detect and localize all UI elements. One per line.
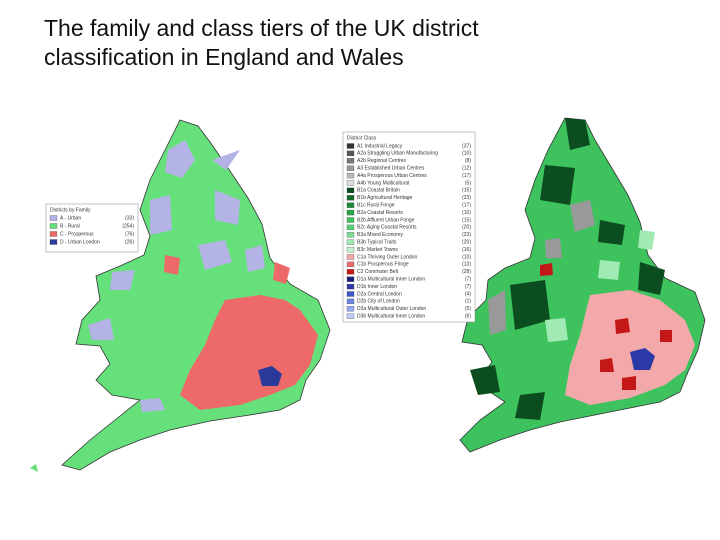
legend-swatch <box>346 298 355 305</box>
legend-title: District Class <box>347 135 377 141</box>
legend-swatch <box>346 291 355 297</box>
legend-count: (4) <box>465 291 471 297</box>
legend-swatch <box>49 215 58 221</box>
legend-count: (28) <box>462 269 471 275</box>
legend-count: (7) <box>465 284 471 290</box>
legend-count: (15) <box>462 217 471 223</box>
legend-label: A - Urban <box>60 215 81 221</box>
legend-swatch <box>346 283 355 290</box>
legend-label: D3b Multicultural Inner London <box>357 314 425 320</box>
legend-swatch <box>346 172 355 179</box>
legend-title: Districts by Family <box>50 207 91 213</box>
class-legend: District Class A1 Industrial Legacy (37) A2… <box>342 131 476 323</box>
legend-label: D3a Multicultural Outer London <box>357 306 426 312</box>
legend-swatch <box>346 276 355 282</box>
legend-label: A2a Struggling Urban Manufacturing <box>357 151 438 157</box>
legend-label: C - Prosperous <box>60 231 94 237</box>
legend-count: (10) <box>462 210 471 216</box>
legend-count: (33) <box>125 215 134 221</box>
legend-swatch <box>346 195 355 201</box>
legend-count: (10) <box>462 151 471 157</box>
legend-count: (5) <box>465 306 471 312</box>
legend-swatch <box>49 239 58 245</box>
legend-swatch <box>346 158 355 164</box>
slide-title: The family and class tiers of the UK dis… <box>44 15 479 70</box>
legend-label: A4b Young Multicultural <box>357 180 409 186</box>
legend-swatch <box>49 231 58 237</box>
legend-count: (13) <box>462 262 471 268</box>
legend-label: A3 Established Urban Centres <box>357 166 425 172</box>
legend-swatch <box>346 180 355 186</box>
legend-label: D1b Inner London <box>357 284 397 290</box>
legend-label: A4a Prosperous Urban Centres <box>357 173 427 179</box>
family-map <box>30 119 331 472</box>
legend-swatch <box>346 165 355 171</box>
legend-label: A1 Industrial Legacy <box>357 143 403 149</box>
legend-count: (15) <box>462 188 471 194</box>
legend-swatch <box>346 313 355 319</box>
legend-swatch <box>346 269 355 275</box>
class-map <box>459 117 706 453</box>
legend-label: B3a Mixed Economy <box>357 232 403 238</box>
legend-count: (23) <box>462 195 471 201</box>
legend-label: B3c Market Towns <box>357 247 398 253</box>
legend-count: (5) <box>465 180 471 186</box>
legend-label: D - Urban London <box>60 239 100 245</box>
legend-count: (23) <box>462 232 471 238</box>
legend-swatch <box>346 202 355 208</box>
legend-count: (17) <box>462 173 471 179</box>
family-legend: Districts by Family A - Urban (33) B - Rura… <box>45 203 139 253</box>
legend-count: (76) <box>125 231 134 237</box>
legend-box <box>45 203 139 253</box>
legend-label: B1b Agricultural Heritage <box>357 195 413 201</box>
legend-label: D2b City of London <box>357 299 400 305</box>
legend-swatch <box>346 246 355 253</box>
legend-count: (6) <box>465 314 471 320</box>
legend-count: (254) <box>122 223 134 229</box>
legend-swatch <box>346 209 355 216</box>
legend-label: A2b Regional Centres <box>357 158 406 164</box>
legend-swatch <box>346 239 355 245</box>
legend-count: (20) <box>462 225 471 231</box>
legend-count: (17) <box>462 203 471 209</box>
legend-label: B - Rural <box>60 223 80 229</box>
legend-swatch <box>346 224 355 231</box>
legend-label: C1b Prosperous Fringe <box>357 262 409 268</box>
legend-box <box>342 131 476 323</box>
legend-label: D1a Multicultural Inner London <box>357 277 425 283</box>
legend-count: (1) <box>465 299 471 305</box>
legend-count: (26) <box>125 239 134 245</box>
legend-label: B3b Typical Traits <box>357 240 397 246</box>
legend-label: B2a Coastal Resorts <box>357 210 403 216</box>
legend-swatch <box>346 143 355 149</box>
legend-swatch <box>346 261 355 268</box>
legend-count: (37) <box>462 143 471 149</box>
legend-label: B2b Affluent Urban Fringe <box>357 217 415 223</box>
legend-swatch <box>346 217 355 223</box>
legend-label: B2c Aging Coastal Resorts <box>357 225 417 231</box>
legend-swatch <box>49 223 58 229</box>
legend-count: (20) <box>462 240 471 246</box>
legend-count: (8) <box>465 158 471 164</box>
legend-label: B1a Coastal Britain <box>357 188 400 194</box>
legend-label: B1c Rural Fringe <box>357 203 395 209</box>
legend-swatch <box>346 150 355 157</box>
legend-swatch <box>346 232 355 238</box>
legend-count: (12) <box>462 166 471 172</box>
legend-count: (7) <box>465 277 471 283</box>
legend-swatch <box>346 187 355 194</box>
legend-label: D2a Central London <box>357 291 402 297</box>
legend-swatch <box>346 306 355 312</box>
legend-count: (10) <box>462 254 471 260</box>
legend-label: C2 Commuter Belt <box>357 269 399 275</box>
legend-swatch <box>346 254 355 260</box>
legend-count: (16) <box>462 247 471 253</box>
legend-label: C1a Thriving Outer London <box>357 254 417 260</box>
